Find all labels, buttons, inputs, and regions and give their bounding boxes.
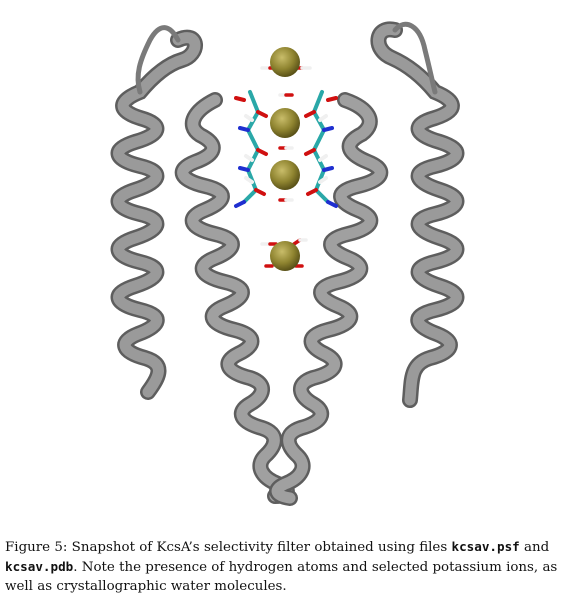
helix-inner-left xyxy=(174,92,295,504)
helix-outer-left xyxy=(110,25,203,400)
filter-residues-left xyxy=(234,90,268,208)
caption-file-pdb: kcsav.pdb xyxy=(5,559,74,574)
kcsa-molecular-rendering xyxy=(110,21,465,506)
caption-label: Figure 5: xyxy=(5,540,68,555)
potassium-ion xyxy=(270,241,300,271)
helix-outer-right xyxy=(370,21,465,408)
filter-residues-right xyxy=(304,90,338,208)
helix-inner-right xyxy=(269,92,389,506)
potassium-ions xyxy=(270,47,300,271)
caption-text: Snapshot of KcsA’s selectivity filter ob… xyxy=(71,540,448,555)
caption-file-psf: kcsav.psf xyxy=(451,539,520,554)
potassium-ion xyxy=(270,108,300,138)
caption-text: . Note the presence of hydrogen atoms an… xyxy=(5,560,558,594)
caption-text: and xyxy=(524,540,550,555)
figure-caption: Figure 5: Snapshot of KcsA’s selectivity… xyxy=(5,537,573,596)
potassium-ion xyxy=(270,47,300,77)
potassium-ion xyxy=(270,160,300,190)
